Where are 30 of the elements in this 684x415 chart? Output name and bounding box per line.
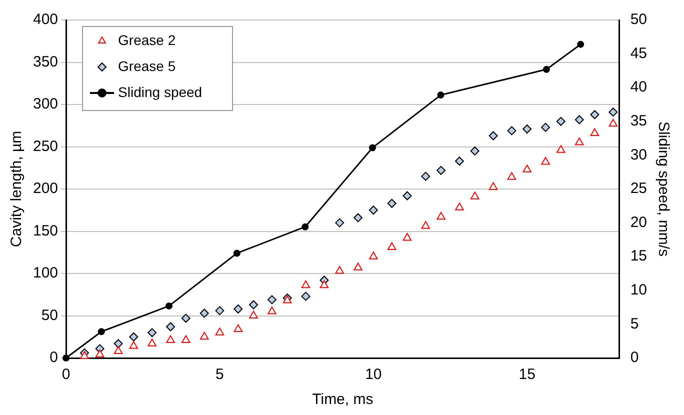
y2-tick-label: 0 [630, 349, 639, 366]
y-tick-label: 400 [32, 11, 58, 28]
y-tick-label: 0 [50, 349, 58, 366]
x-tick-label: 5 [216, 366, 224, 384]
y2-tick-label: 10 [630, 282, 648, 299]
y2-tick-label: 30 [630, 146, 648, 164]
y2-tick-label: 20 [630, 214, 648, 231]
legend-label: Grease 5 [118, 58, 176, 74]
y-tick-label: 150 [32, 222, 58, 240]
y-tick-label: 200 [32, 180, 58, 198]
y-tick-label: 300 [32, 96, 58, 113]
y-tick-label: 350 [32, 53, 58, 70]
x-tick-label: 10 [365, 366, 382, 384]
y2-tick-label: 40 [630, 78, 648, 96]
y-tick-label: 50 [41, 306, 58, 324]
legend-label: Grease 2 [118, 32, 176, 48]
y2-tick-label: 35 [630, 112, 648, 130]
y-tick-label: 250 [32, 138, 58, 155]
x-tick-label: 0 [62, 366, 70, 384]
y2-tick-label: 15 [630, 248, 648, 265]
y2-tick-label: 5 [630, 315, 639, 332]
legend-label: Sliding speed [118, 84, 202, 100]
y-tick-label: 100 [32, 264, 58, 282]
x-axis-title: Time, ms [312, 391, 374, 408]
y2-tick-label: 25 [630, 180, 648, 198]
y2-axis-title: Sliding speed, mm/s [654, 121, 672, 257]
y2-tick-label: 50 [630, 11, 648, 28]
x-tick-label: 15 [518, 366, 536, 384]
y-axis-title: Cavity length, µm [8, 130, 26, 248]
y2-tick-label: 45 [630, 44, 648, 62]
